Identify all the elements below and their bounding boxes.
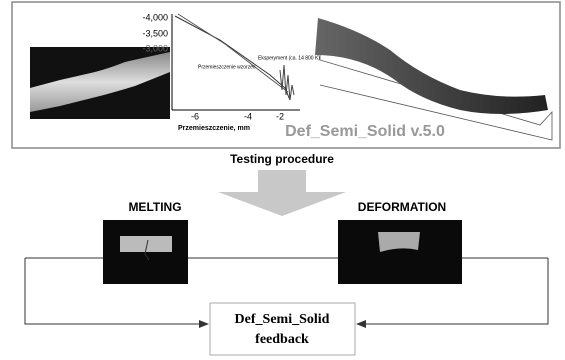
annotation: Przemieszczenie wzorzec [198,64,256,70]
y-tick-label: -3,500 [142,28,168,38]
step-label: DEFORMATION [358,200,446,214]
deformation-photo [338,220,462,284]
y-tick-label: -4,000 [142,12,168,22]
y-tick-label: -3,000 [142,43,168,53]
caption: Testing procedure [230,152,334,166]
x-tick-label: -6 [191,111,199,121]
step-label: MELTING [128,200,181,214]
software-name: Def_Semi_Solid v.5.0 [285,123,445,140]
feedback-text: Def_Semi_Solid [235,312,330,327]
diagram: -4,000 -3,500 -3,000 -6 -4 -2 Przemieszc… [0,0,565,360]
down-arrow [218,170,346,216]
feedback-text: feedback [255,332,309,347]
x-tick-label: -2 [276,111,284,121]
x-tick-label: -4 [244,111,252,121]
annotation: Eksperyment (ca. 14 800 K) [258,55,320,61]
x-axis-label: Przemieszczenie, mm [178,125,250,132]
